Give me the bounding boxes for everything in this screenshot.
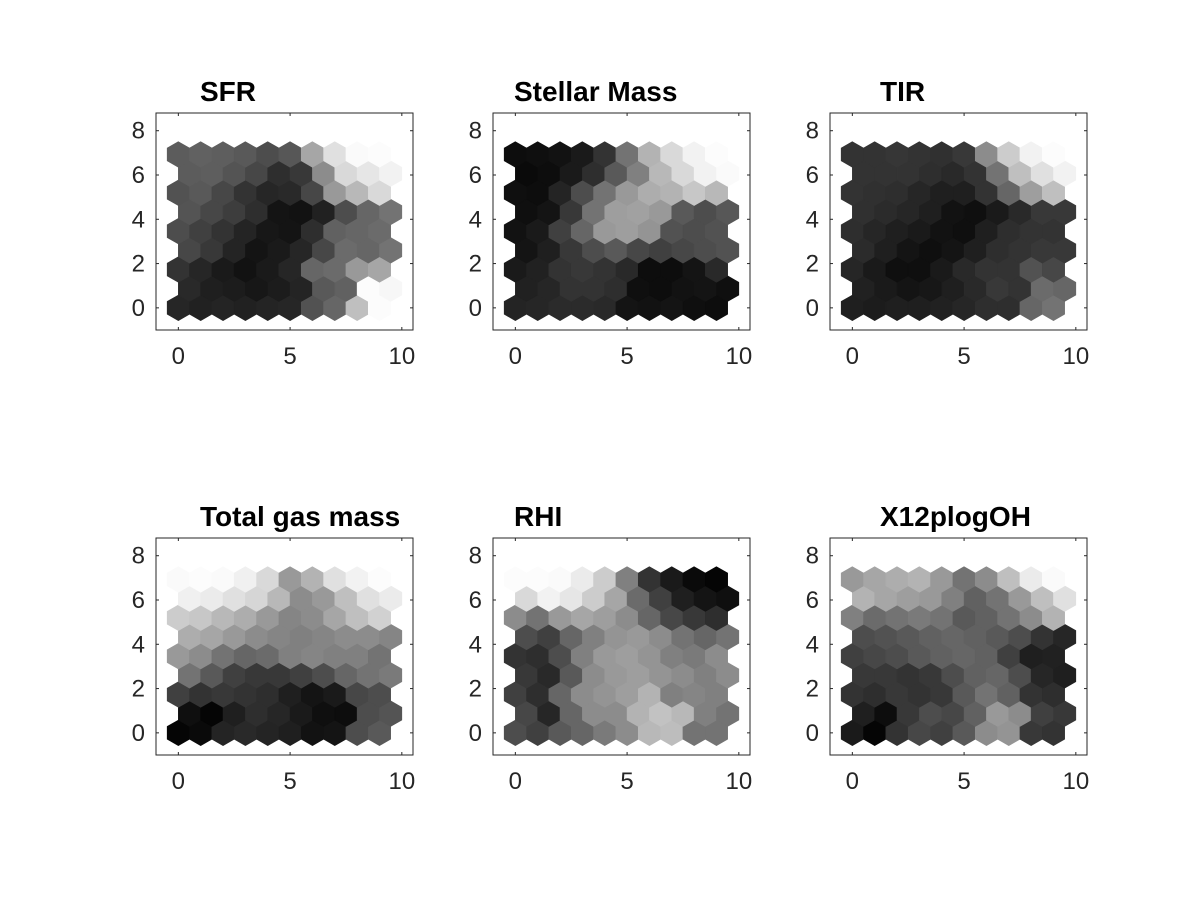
- panel-title: TIR: [880, 76, 925, 107]
- y-tick-label: 0: [132, 720, 145, 747]
- y-tick-label: 2: [469, 676, 482, 703]
- x-tick-label: 10: [1062, 768, 1089, 795]
- hex-cell: [1042, 141, 1065, 168]
- y-tick-label: 0: [469, 295, 482, 322]
- x-tick-label: 5: [957, 343, 970, 370]
- y-tick-label: 0: [806, 720, 819, 747]
- y-tick-label: 6: [469, 162, 482, 189]
- y-tick-label: 8: [469, 543, 482, 570]
- y-tick-label: 2: [806, 676, 819, 703]
- x-tick-label: 5: [957, 768, 970, 795]
- y-tick-label: 0: [806, 295, 819, 322]
- axes-box: [155, 537, 414, 756]
- hex-cell: [1042, 566, 1065, 593]
- y-tick-label: 2: [132, 676, 145, 703]
- axes-box: [155, 112, 414, 331]
- hex-cell: [368, 566, 391, 593]
- y-tick-label: 8: [469, 118, 482, 145]
- y-tick-label: 6: [132, 162, 145, 189]
- x-tick-label: 0: [172, 768, 185, 795]
- x-tick-label: 5: [620, 768, 633, 795]
- y-tick-label: 2: [806, 251, 819, 278]
- y-tick-label: 8: [806, 543, 819, 570]
- x-tick-label: 0: [846, 768, 859, 795]
- hex-cells: [840, 566, 1077, 746]
- y-tick-label: 0: [132, 295, 145, 322]
- hex-cells: [503, 566, 740, 746]
- panel-title: Total gas mass: [200, 501, 400, 532]
- y-tick-label: 6: [469, 587, 482, 614]
- panel-title: Stellar Mass: [514, 76, 677, 107]
- y-tick-label: 8: [132, 118, 145, 145]
- y-tick-label: 4: [469, 206, 482, 233]
- panel-1: SFR 0 5 10 0 2 4 6 8: [132, 76, 416, 370]
- x-tick-label: 0: [509, 768, 522, 795]
- hex-cells: [840, 141, 1077, 321]
- panel-title: RHI: [514, 501, 562, 532]
- x-tick-label: 5: [283, 343, 296, 370]
- y-tick-label: 4: [806, 631, 819, 658]
- panel-2: Stellar Mass 0 5 10 0 2 4 6 8: [469, 76, 753, 370]
- hex-cells: [166, 141, 403, 321]
- hex-cells: [166, 566, 403, 746]
- panel-3: TIR 0 5 10 0 2 4 6 8: [806, 76, 1090, 370]
- y-tick-label: 6: [806, 587, 819, 614]
- axes-box: [829, 537, 1088, 756]
- hex-cell: [368, 141, 391, 168]
- y-tick-label: 4: [132, 631, 145, 658]
- y-tick-label: 4: [132, 206, 145, 233]
- hex-cells: [503, 141, 740, 321]
- panel-title: X12plogOH: [880, 501, 1031, 532]
- y-tick-label: 4: [469, 631, 482, 658]
- x-tick-label: 10: [388, 768, 415, 795]
- y-tick-label: 2: [469, 251, 482, 278]
- axes-box: [829, 112, 1088, 331]
- y-tick-label: 2: [132, 251, 145, 278]
- hex-cell: [705, 566, 728, 593]
- x-tick-label: 10: [725, 768, 752, 795]
- hex-cell: [705, 141, 728, 168]
- y-tick-label: 6: [132, 587, 145, 614]
- y-tick-label: 8: [132, 543, 145, 570]
- y-tick-label: 4: [806, 206, 819, 233]
- y-tick-label: 0: [469, 720, 482, 747]
- x-tick-label: 5: [620, 343, 633, 370]
- x-tick-label: 10: [388, 343, 415, 370]
- x-tick-label: 0: [509, 343, 522, 370]
- panel-6: X12plogOH 0 5 10 0 2 4 6 8: [806, 501, 1090, 795]
- panel-4: Total gas mass 0 5 10 0 2 4 6 8: [132, 501, 416, 795]
- y-tick-label: 6: [806, 162, 819, 189]
- x-tick-label: 10: [725, 343, 752, 370]
- x-tick-label: 0: [846, 343, 859, 370]
- panel-title: SFR: [200, 76, 256, 107]
- x-tick-label: 5: [283, 768, 296, 795]
- axes-box: [492, 537, 751, 756]
- x-tick-label: 0: [172, 343, 185, 370]
- x-tick-label: 10: [1062, 343, 1089, 370]
- axes-box: [492, 112, 751, 331]
- y-tick-label: 8: [806, 118, 819, 145]
- panel-5: RHI 0 5 10 0 2 4 6 8: [469, 501, 753, 795]
